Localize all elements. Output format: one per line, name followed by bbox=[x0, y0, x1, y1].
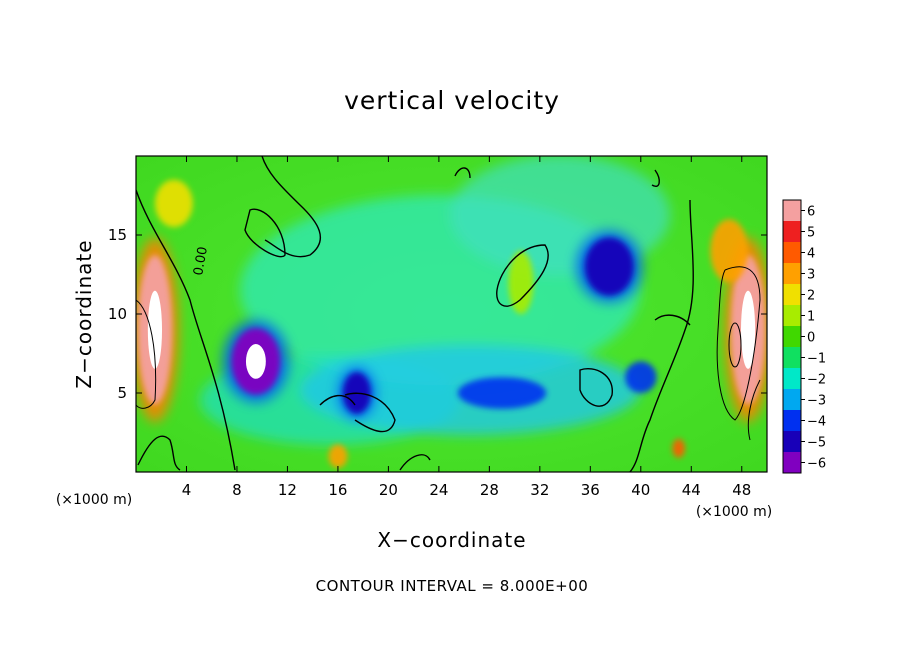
field-feature bbox=[508, 250, 534, 314]
colorbar-label: −2 bbox=[807, 373, 826, 388]
colorbar: 6 5 4 3 2 1 0 −1 −2 −3 −4 −5 −6 bbox=[782, 199, 826, 474]
feature-core bbox=[508, 250, 534, 314]
y-axis-ticks: 5 10 15 bbox=[108, 226, 767, 402]
contour-interval-note: CONTOUR INTERVAL = 8.000E+00 bbox=[315, 577, 589, 595]
feature-core bbox=[625, 361, 657, 394]
colorbar-swatch bbox=[783, 284, 801, 305]
x-tick-label: 36 bbox=[581, 481, 600, 499]
colorbar-swatch bbox=[783, 431, 801, 452]
colorbar-label: 0 bbox=[807, 331, 815, 346]
field-features bbox=[136, 179, 767, 469]
field-feature bbox=[136, 237, 179, 423]
x-tick-label: 4 bbox=[182, 481, 192, 499]
field-feature bbox=[222, 320, 290, 403]
y-axis-units: (×1000 m) bbox=[56, 492, 132, 508]
contour-lines bbox=[136, 156, 694, 472]
x-tick-label: 16 bbox=[328, 481, 347, 499]
field-feature bbox=[672, 438, 685, 458]
colorbar-swatch bbox=[783, 368, 801, 389]
colorbar-label: 5 bbox=[807, 226, 815, 241]
x-tick-label: 32 bbox=[530, 481, 549, 499]
field-feature bbox=[154, 179, 193, 228]
colorbar-swatch bbox=[783, 305, 801, 326]
field-feature bbox=[328, 444, 348, 469]
feature-saturated bbox=[147, 290, 163, 369]
colorbar-label: −4 bbox=[807, 415, 826, 430]
colorbar-label: −6 bbox=[807, 457, 826, 472]
colorbar-label: −3 bbox=[807, 394, 826, 409]
colorbar-label: −5 bbox=[807, 436, 826, 451]
y-tick-label: 15 bbox=[108, 226, 127, 244]
colorbar-swatch bbox=[783, 410, 801, 431]
colorbar-swatch bbox=[783, 200, 801, 221]
x-tick-label: 40 bbox=[631, 481, 650, 499]
colorbar-swatch bbox=[783, 326, 801, 347]
x-tick-label: 24 bbox=[429, 481, 448, 499]
x-axis-units: (×1000 m) bbox=[696, 504, 772, 520]
x-tick-label: 12 bbox=[278, 481, 297, 499]
feature-core bbox=[328, 444, 348, 469]
feature-core bbox=[584, 237, 634, 296]
colorbar-label: 1 bbox=[807, 310, 815, 325]
colorbar-swatch bbox=[783, 452, 801, 473]
colorbar-swatch bbox=[783, 263, 801, 284]
contour-label: 0.00 bbox=[191, 246, 211, 277]
field-feature bbox=[457, 377, 547, 409]
colorbar-label: 4 bbox=[807, 247, 815, 262]
x-tick-label: 48 bbox=[732, 481, 751, 499]
y-tick-label: 5 bbox=[117, 384, 127, 402]
feature-core bbox=[154, 179, 193, 228]
colorbar-swatch bbox=[783, 242, 801, 263]
colorbar-label: −1 bbox=[807, 352, 826, 367]
colorbar-swatch bbox=[783, 221, 801, 242]
field-feature bbox=[724, 237, 767, 423]
colorbar-label: 6 bbox=[807, 205, 815, 220]
chart-title: vertical velocity bbox=[344, 86, 560, 115]
colorbar-label: 3 bbox=[807, 268, 815, 283]
field-feature bbox=[625, 361, 657, 394]
y-axis-label: Z−coordinate bbox=[72, 239, 96, 388]
y-tick-label: 10 bbox=[108, 305, 127, 323]
x-axis-ticks: 4 8 12 16 20 24 28 32 36 40 44 48 bbox=[182, 156, 751, 499]
x-tick-label: 28 bbox=[480, 481, 499, 499]
x-tick-label: 8 bbox=[232, 481, 242, 499]
feature-core bbox=[457, 377, 547, 409]
feature-saturated bbox=[740, 290, 756, 369]
colorbar-swatch bbox=[783, 389, 801, 410]
colorbar-swatch bbox=[783, 347, 801, 368]
field-feature bbox=[576, 230, 643, 303]
x-tick-label: 44 bbox=[682, 481, 701, 499]
field-feature bbox=[710, 219, 749, 283]
colorbar-label: 2 bbox=[807, 289, 815, 304]
x-axis-label: X−coordinate bbox=[377, 528, 526, 552]
plot-area: 0.00 bbox=[136, 156, 767, 472]
feature-core bbox=[672, 438, 685, 458]
x-tick-label: 20 bbox=[379, 481, 398, 499]
feature-core bbox=[710, 219, 749, 283]
feature-saturated bbox=[245, 344, 266, 379]
contour-lines-fine bbox=[136, 266, 761, 441]
